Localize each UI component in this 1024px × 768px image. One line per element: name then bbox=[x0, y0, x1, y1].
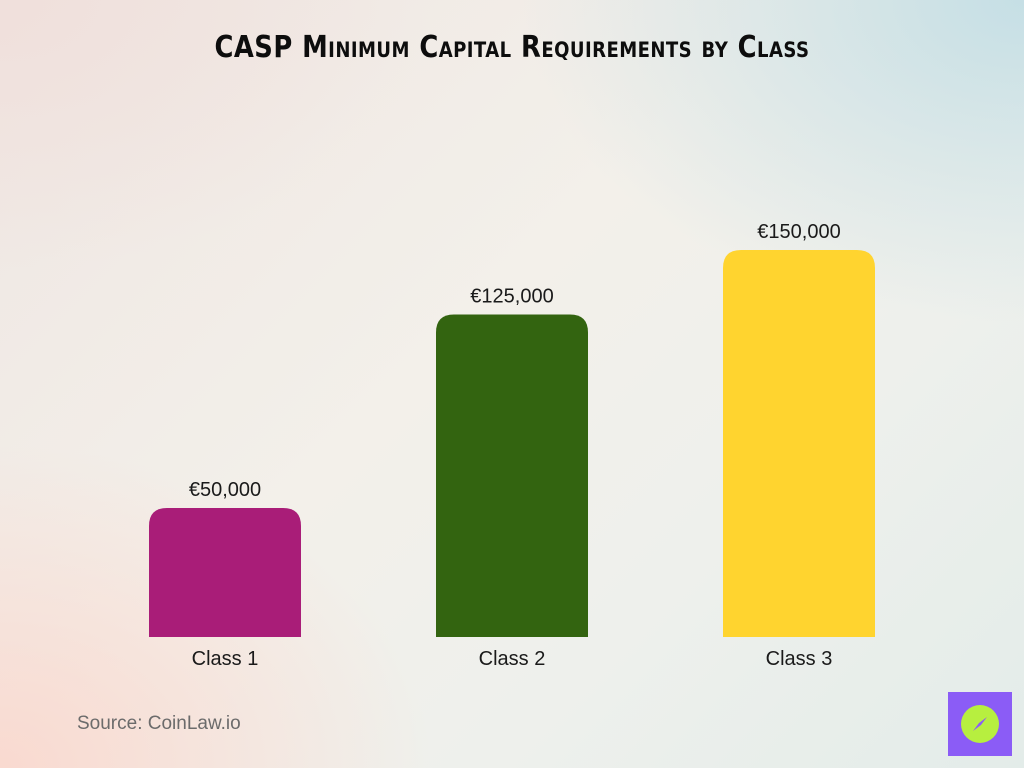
bar-class-1 bbox=[149, 508, 301, 637]
bar-class-3 bbox=[723, 250, 875, 637]
source-note: Source: CoinLaw.io bbox=[77, 713, 241, 734]
x-tick-label: Class 1 bbox=[192, 648, 259, 670]
bar-class-2 bbox=[436, 314, 588, 637]
x-tick-label: Class 3 bbox=[766, 648, 833, 670]
compass-icon bbox=[961, 705, 999, 743]
data-label: €50,000 bbox=[189, 479, 261, 501]
chart-title: CASP Minimum Capital Requirements by Cla… bbox=[214, 30, 810, 65]
x-tick-label: Class 2 bbox=[479, 648, 546, 670]
compass-needle bbox=[973, 717, 987, 731]
brand-logo bbox=[948, 692, 1012, 756]
data-label: €125,000 bbox=[470, 286, 553, 308]
data-label: €150,000 bbox=[757, 221, 840, 243]
